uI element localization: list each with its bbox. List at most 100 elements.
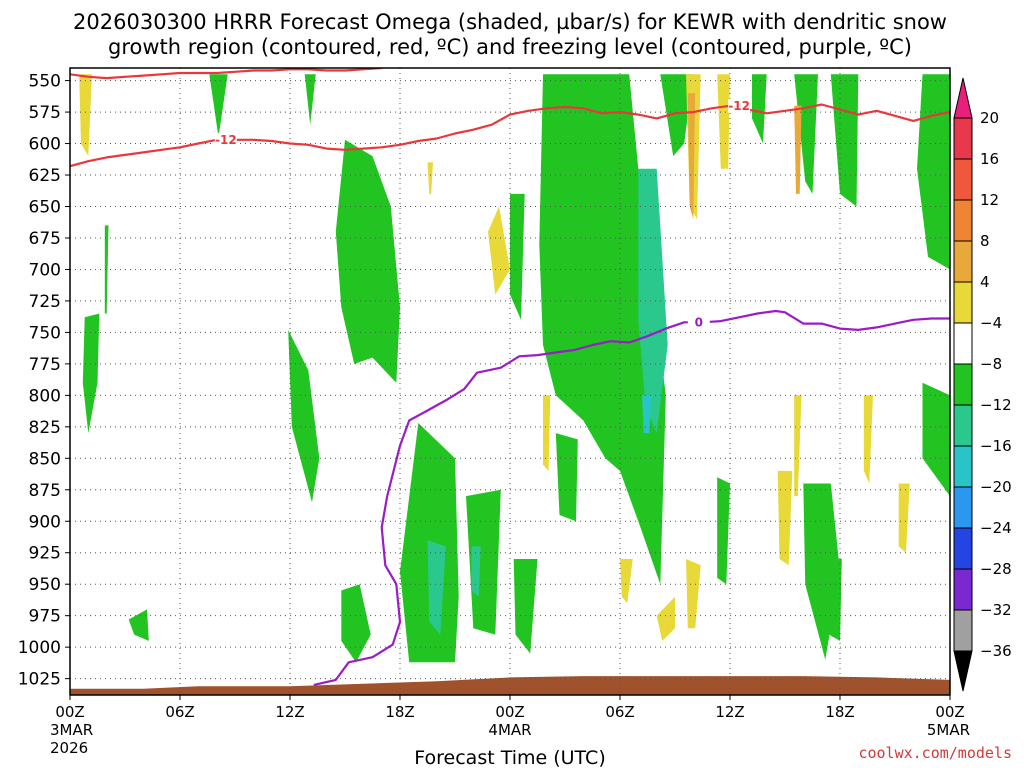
x-tick-label-18: 18Z <box>385 703 414 721</box>
x-date-label-24: 4MAR <box>488 721 531 739</box>
omega-region-41 <box>898 483 910 553</box>
x-year-label-0: 2026 <box>50 739 88 757</box>
y-tick-label-900: 900 <box>29 512 61 532</box>
y-tick-label-700: 700 <box>29 260 61 280</box>
colorbar-legend: 20 16 12 8 4 −4 −8 −12 −16 −20 −24 −28 −32 −36 <box>953 77 1012 692</box>
colorbar-swatch-0 <box>953 117 973 160</box>
omega-region-25 <box>638 168 668 434</box>
colorbar-swatch-4 <box>953 281 973 324</box>
omega-region-14 <box>539 74 666 585</box>
colorbar-top-arrow <box>953 77 973 119</box>
y-tick-label-950: 950 <box>29 575 61 595</box>
omega-region-43 <box>794 105 802 194</box>
omega-region-16 <box>660 74 694 157</box>
colorbar-swatch-10 <box>953 527 973 570</box>
colorbar-swatch-11 <box>953 568 973 611</box>
colorbar-label-12: −32 <box>980 601 1012 619</box>
freezing-contour-line <box>313 309 950 686</box>
omega-region-6 <box>288 329 320 503</box>
y-tick-label-675: 675 <box>29 229 61 249</box>
colorbar-label-5: −4 <box>980 314 1002 332</box>
colorbar-swatch-2 <box>953 199 973 242</box>
y-tick-label-750: 750 <box>29 323 61 343</box>
omega-region-27 <box>471 546 481 597</box>
x-tick-label-12: 12Z <box>275 703 304 721</box>
colorbar-swatch-1 <box>953 158 973 201</box>
x-tick-label-36: 12Z <box>715 703 744 721</box>
omega-shading <box>79 74 950 663</box>
terrain <box>70 676 950 695</box>
dendritic-contour-label-2: -12 <box>728 99 750 113</box>
chart-title-line-2: growth region (contoured, red, ºC) and f… <box>108 35 912 59</box>
x-tick-label-24: 00Z <box>495 703 524 721</box>
colorbar-bottom-arrow <box>953 650 973 692</box>
y-tick-label-800: 800 <box>29 386 61 406</box>
omega-region-7 <box>128 609 149 641</box>
omega-region-2 <box>209 74 228 138</box>
omega-region-17 <box>717 477 730 585</box>
freezing-contour-label: 0 <box>695 315 703 329</box>
colorbar-swatch-6 <box>953 363 973 406</box>
omega-region-15 <box>555 433 578 522</box>
colorbar-label-7: −12 <box>980 396 1012 414</box>
chart-title-line-1: 2026030300 HRRR Forecast Omega (shaded, … <box>73 10 947 34</box>
y-tick-label-550: 550 <box>29 72 61 92</box>
colorbar-label-8: −16 <box>980 437 1012 455</box>
colorbar-label-2: 12 <box>980 191 999 209</box>
colorbar-label-11: −28 <box>980 560 1012 578</box>
y-tick-label-600: 600 <box>29 135 61 155</box>
y-tick-label-850: 850 <box>29 449 61 469</box>
y-tick-label-975: 975 <box>29 607 61 627</box>
omega-region-26 <box>427 540 446 635</box>
omega-region-4 <box>104 225 109 314</box>
omega-region-39 <box>777 470 793 566</box>
omega-region-23 <box>922 382 950 497</box>
omega-region-29 <box>79 74 92 157</box>
colorbar-swatch-3 <box>953 240 973 283</box>
y-tick-label-650: 650 <box>29 197 61 217</box>
x-tick-label-30: 06Z <box>605 703 634 721</box>
omega-region-37 <box>717 74 730 169</box>
omega-region-18 <box>794 74 818 194</box>
dendritic-contour-label-2-bg <box>728 98 751 113</box>
y-tick-label-775: 775 <box>29 355 61 375</box>
colorbar-label-4: 4 <box>980 273 990 291</box>
x-date-label-48: 5MAR <box>927 721 970 739</box>
x-tick-label-0: 00Z <box>55 703 84 721</box>
colorbar-swatch-13 <box>953 609 973 652</box>
omega-region-38 <box>794 395 802 497</box>
omega-region-12 <box>510 193 525 320</box>
y-tick-label-925: 925 <box>29 544 61 564</box>
omega-region-34 <box>656 596 675 641</box>
y-tick-label-875: 875 <box>29 481 61 501</box>
y-tick-label-625: 625 <box>29 166 61 186</box>
colorbar-label-0: 20 <box>980 109 999 127</box>
omega-region-24 <box>827 559 842 641</box>
omega-region-42 <box>687 93 696 220</box>
x-tick-label-42: 18Z <box>825 703 854 721</box>
y-tick-label-575: 575 <box>29 103 61 123</box>
x-tick-label-6: 06Z <box>165 703 194 721</box>
dendritic-contour-line-upper <box>70 68 382 80</box>
omega-region-31 <box>488 206 510 295</box>
colorbar-label-13: −36 <box>980 642 1012 660</box>
freezing-contour-label-bg <box>687 315 710 330</box>
colorbar-label-6: −8 <box>980 355 1002 373</box>
colorbar-swatch-5 <box>953 322 973 365</box>
x-axis-label: Forecast Time (UTC) <box>414 747 605 768</box>
omega-region-32 <box>543 395 551 471</box>
omega-region-5 <box>82 313 100 434</box>
grid-lines <box>70 68 950 695</box>
omega-region-11 <box>466 489 501 635</box>
x-date-label-0: 3MAR <box>50 721 93 739</box>
omega-region-28 <box>642 395 652 434</box>
colorbar-label-10: −24 <box>980 519 1012 537</box>
terrain-fill <box>70 676 950 695</box>
omega-region-19 <box>830 74 859 207</box>
contour-lines: -12 -12 0 <box>70 68 950 686</box>
credit-text: coolwx.com/models <box>858 744 1012 762</box>
colorbar-swatch-8 <box>953 445 973 488</box>
dendritic-contour-line <box>70 103 950 168</box>
